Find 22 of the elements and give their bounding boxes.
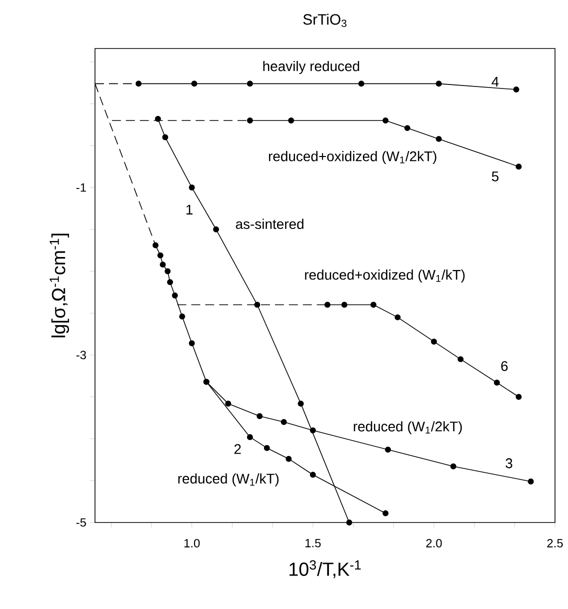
- y-axis-title: lg[σ,Ω$^{-1}$cm$^{-1}$]: [50, 234, 70, 338]
- x-tick-label: 1.0: [184, 538, 200, 548]
- annotation: reduced (W$_{1}$/2kT): [354, 421, 462, 434]
- annotation: 4: [492, 76, 499, 86]
- chart-title: SrTiO$_{3}$: [303, 14, 346, 28]
- annotation: reduced+oxidized (W$_{1}$/2kT): [268, 151, 436, 164]
- y-tick-label: -3: [76, 350, 86, 360]
- y-tick-label: -1: [76, 183, 86, 192]
- annotation: heavily reduced: [263, 60, 360, 74]
- x-tick-label: 1.5: [305, 538, 321, 548]
- x-tick-label: 2.0: [426, 538, 442, 548]
- annotation: 6: [501, 361, 508, 372]
- annotation: reduced (W$_{1}$/kT): [178, 473, 279, 486]
- annotation: 5: [492, 172, 498, 182]
- annotation: reduced+oxidized (W$_{1}$/kT): [305, 270, 465, 283]
- x-axis-title: 10$^{3}$/T,K$^{-1}$: [290, 560, 361, 578]
- y-tick-label: -5: [76, 518, 86, 527]
- annotation: as-sintered: [236, 218, 304, 229]
- annotation: 2: [234, 444, 241, 454]
- annotation: 3: [506, 458, 512, 468]
- x-tick-label: 2.5: [547, 538, 563, 548]
- annotation: 1: [186, 204, 192, 214]
